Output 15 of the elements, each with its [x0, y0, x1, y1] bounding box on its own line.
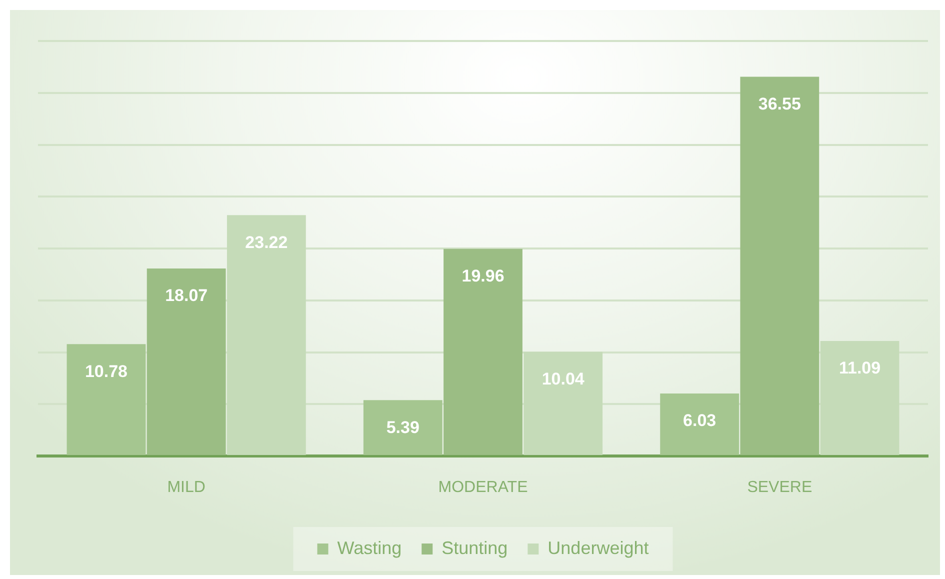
data-label: 23.22: [245, 232, 288, 252]
legend-label: Underweight: [548, 538, 649, 558]
legend-label: Stunting: [442, 538, 508, 558]
data-label: 18.07: [165, 286, 208, 306]
x-tick-label: MODERATE: [438, 479, 528, 496]
x-tick-label: MILD: [167, 479, 206, 496]
data-label: 36.55: [758, 94, 801, 114]
data-label: 10.78: [84, 362, 128, 381]
x-tick-label: SEVERE: [747, 479, 812, 496]
data-label: 5.39: [386, 418, 420, 437]
data-label: 19.96: [462, 266, 504, 286]
data-label: 10.04: [542, 370, 585, 389]
legend-label: Wasting: [337, 538, 402, 558]
data-label: 11.09: [838, 358, 881, 378]
data-label: 6.03: [683, 411, 716, 430]
